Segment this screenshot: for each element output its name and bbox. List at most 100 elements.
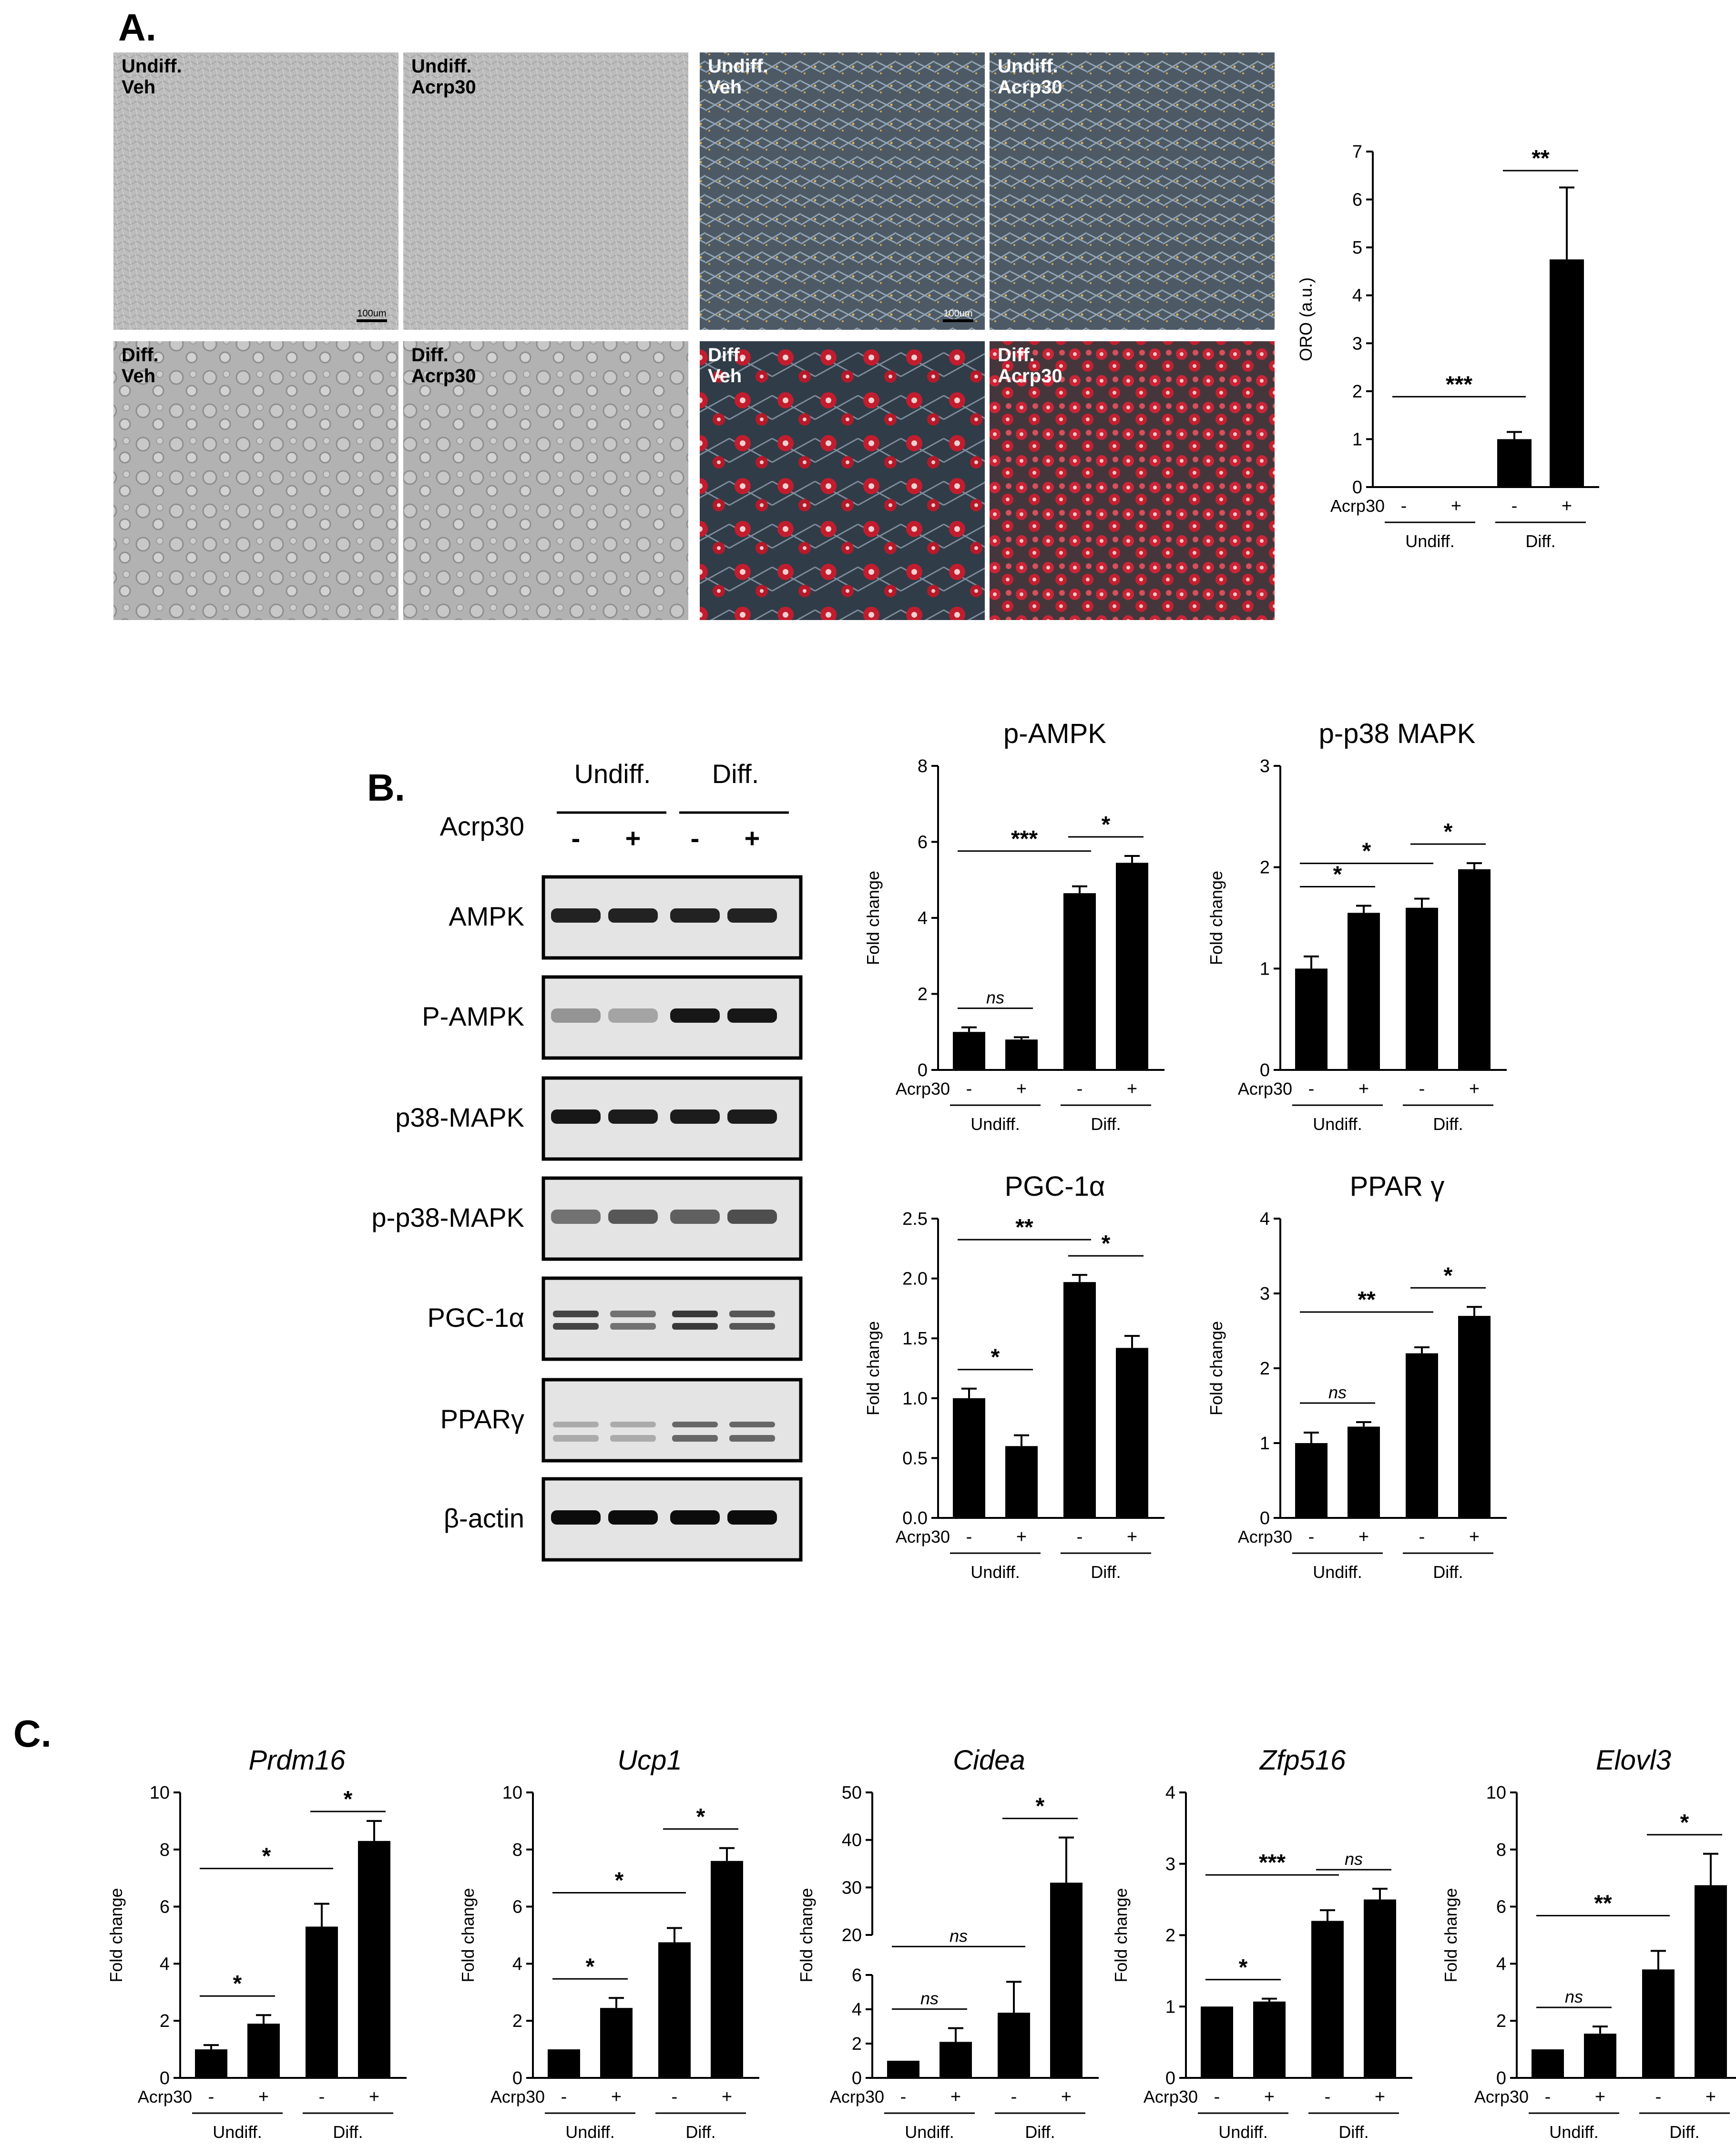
significance-label: ** (1532, 146, 1550, 171)
micrograph-label-line2: Acrp30 (411, 366, 476, 387)
y-tick-label: 6 (1352, 190, 1362, 210)
y-tick-label: 1.5 (902, 1329, 928, 1349)
significance-label: * (586, 1954, 595, 1979)
x-axis-label: Acrp30 (1474, 2087, 1529, 2106)
x-tick-label: + (1358, 1079, 1369, 1099)
x-tick-label: - (1308, 1527, 1315, 1547)
bar-diff-veh (306, 1926, 338, 2078)
blot-band (670, 1210, 720, 1224)
blot-band (670, 908, 720, 923)
blot-band (553, 1323, 599, 1330)
blot-lane-sign: - (691, 823, 700, 853)
y-tick-label: 2 (1260, 858, 1270, 878)
y-tick-label: 4 (160, 1954, 170, 1974)
micrograph-label-line1: Undiff. (122, 56, 182, 77)
y-tick-label: 1.0 (902, 1389, 928, 1409)
y-tick-label: 8 (512, 1840, 522, 1860)
x-tick-label: - (966, 1079, 972, 1099)
chart-oro: 0 1 2 3 4 5 6 7 ORO (a.u.) - + - + Acrp30 Undiff. Diff.… (1296, 142, 1599, 551)
x-tick-label: - (1325, 2087, 1331, 2107)
group-label: Undiff. (1405, 531, 1454, 551)
y-tick-label: 30 (842, 1878, 862, 1898)
x-tick-label: - (1401, 496, 1407, 516)
micrograph-label-line1: Undiff. (998, 56, 1058, 77)
bar-undiff-veh (953, 1398, 985, 1518)
blot-group-label-undiff: Undiff. (574, 759, 651, 789)
y-tick-label: 10 (150, 1783, 170, 1803)
y-tick-label: 4 (1496, 1954, 1506, 1974)
x-tick-label: + (1451, 496, 1461, 516)
x-tick-label: - (1214, 2087, 1220, 2107)
blot-band (551, 908, 601, 923)
y-tick-label: 0.5 (902, 1448, 928, 1468)
blot-band (727, 1210, 777, 1224)
x-tick-label: + (950, 2087, 961, 2107)
blot-band (727, 1510, 777, 1525)
blot-band (727, 1109, 777, 1124)
micrograph-diff-veh-phase (113, 341, 398, 620)
significance-label: ns (950, 1926, 968, 1945)
blot-protein-label: PGC-1α (427, 1302, 524, 1333)
micrograph-label-line1: Undiff. (708, 56, 768, 77)
panel-label-a: A. (118, 6, 156, 49)
significance-label: * (991, 1345, 1000, 1370)
bar-undiff-veh (1201, 2006, 1233, 2078)
y-tick-label: 1 (1260, 959, 1270, 979)
y-tick-label: 4 (852, 2000, 862, 2020)
blot-band (553, 1422, 599, 1427)
y-tick-label: 4 (1165, 1783, 1175, 1803)
significance-label: *** (1446, 372, 1472, 397)
y-tick-label: 3 (1260, 756, 1270, 776)
micrograph-undiff-veh-phase (113, 52, 398, 330)
blot-protein-label: AMPK (449, 901, 524, 931)
significance-label: * (1102, 812, 1111, 837)
blot-strip-pgc-1 (541, 1276, 803, 1361)
y-tick-label: 4 (512, 1954, 522, 1974)
micrograph-label-line1: Diff. (411, 345, 449, 366)
micrograph-label-line2: Acrp30 (411, 77, 476, 98)
y-tick-label: 4 (1352, 286, 1362, 306)
significance-label: ** (1015, 1215, 1033, 1240)
bar-diff-veh (1406, 1353, 1438, 1518)
x-tick-label: + (1358, 1527, 1369, 1547)
significance-label: * (1333, 862, 1342, 887)
significance-label: * (1680, 1810, 1689, 1835)
x-tick-label: - (1077, 1079, 1083, 1099)
x-tick-label: - (1419, 1079, 1425, 1099)
group-label: Diff. (1338, 2122, 1368, 2142)
x-axis-label: Acrp30 (830, 2087, 884, 2106)
blot-band (729, 1311, 775, 1317)
group-label: Diff. (1525, 531, 1555, 551)
blot-band (608, 1109, 658, 1124)
group-label: Undiff. (1218, 2122, 1267, 2142)
blot-protein-label: β-actin (444, 1503, 524, 1533)
group-label: Undiff. (1549, 2122, 1598, 2142)
y-axis-label: Fold change (863, 871, 883, 965)
blot-band (551, 1210, 601, 1224)
chart-ucp1: 0 2 4 6 8 10 Fold change Ucp1 - + - + Acrp30 Undiff. D… (458, 1745, 759, 2142)
y-tick-label: 8 (918, 756, 928, 776)
y-tick-label: 3 (1165, 1854, 1175, 1874)
x-tick-label: - (1655, 2087, 1662, 2107)
blot-band (551, 1109, 601, 1124)
significance-label: ns (1565, 1987, 1583, 2006)
bar-diff-veh (1497, 439, 1532, 487)
blot-band (727, 908, 777, 923)
y-tick-label: 0 (852, 2068, 862, 2088)
bar-undiff-veh (1295, 1443, 1328, 1518)
bar-diff-acrp30 (1116, 1348, 1148, 1518)
bar-diff-acrp30 (711, 1861, 743, 2078)
y-axis-label: Fold change (1206, 871, 1226, 965)
y-axis-label: Fold change (1111, 1888, 1131, 1982)
chart-title: Prdm16 (248, 1745, 346, 1776)
bar-undiff-acrp30 (1253, 2001, 1286, 2078)
x-tick-label: - (561, 2087, 567, 2107)
blot-band (729, 1323, 775, 1330)
x-tick-label: - (208, 2087, 214, 2107)
y-tick-label: 20 (842, 1925, 862, 1945)
group-label: Undiff. (565, 2122, 614, 2142)
western-blot: Undiff. Diff. Acrp30 - + - + AMPK P-AMPK p… (371, 759, 803, 1562)
micrograph-label-line2: Veh (122, 77, 155, 98)
group-label: Diff. (685, 2122, 715, 2142)
micrograph-label-line1: Undiff. (411, 56, 472, 77)
